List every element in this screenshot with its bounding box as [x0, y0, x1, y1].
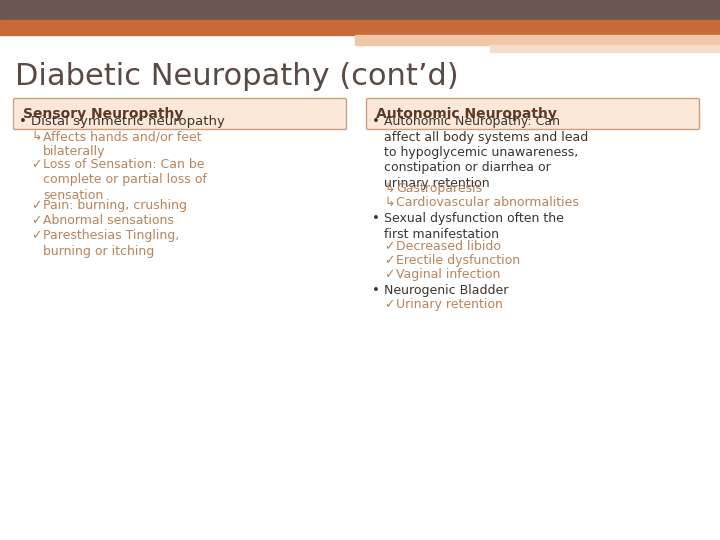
Text: ✓: ✓ — [384, 240, 395, 253]
Text: ✓: ✓ — [384, 254, 395, 267]
Text: ✓: ✓ — [31, 214, 42, 227]
Text: Diabetic Neuropathy (cont’d): Diabetic Neuropathy (cont’d) — [15, 62, 459, 91]
Text: Cardiovascular abnormalities: Cardiovascular abnormalities — [396, 196, 579, 209]
Text: ↳: ↳ — [384, 196, 395, 209]
Text: Paresthesias Tingling,
burning or itching: Paresthesias Tingling, burning or itchin… — [43, 229, 179, 258]
Text: Sensory Neuropathy: Sensory Neuropathy — [23, 107, 184, 121]
Text: ✓: ✓ — [31, 199, 42, 212]
Text: Affects hands and/or feet
bilaterally: Affects hands and/or feet bilaterally — [43, 130, 202, 159]
Text: Autonomic Neuropathy: Can
affect all body systems and lead
to hypoglycemic unawa: Autonomic Neuropathy: Can affect all bod… — [384, 115, 588, 190]
Text: Abnormal sensations: Abnormal sensations — [43, 214, 174, 227]
Text: Gastroparesis: Gastroparesis — [396, 182, 482, 195]
Text: Loss of Sensation: Can be
complete or partial loss of
sensation: Loss of Sensation: Can be complete or pa… — [43, 158, 207, 202]
Text: ✓: ✓ — [31, 158, 42, 171]
Text: Distal symmetric neuropathy: Distal symmetric neuropathy — [31, 115, 225, 128]
Text: •: • — [372, 115, 380, 128]
Text: Urinary retention: Urinary retention — [396, 298, 503, 311]
Text: •: • — [19, 115, 27, 128]
Text: Neurogenic Bladder: Neurogenic Bladder — [384, 284, 508, 297]
Text: •: • — [372, 284, 380, 297]
Text: Decreased libido: Decreased libido — [396, 240, 501, 253]
Bar — [355, 35, 720, 45]
Text: ✓: ✓ — [384, 268, 395, 281]
Text: ✓: ✓ — [384, 298, 395, 311]
Text: Sexual dysfunction often the
first manifestation: Sexual dysfunction often the first manif… — [384, 212, 564, 240]
FancyBboxPatch shape — [366, 98, 700, 130]
Bar — [490, 45, 720, 52]
Text: Autonomic Neuropathy: Autonomic Neuropathy — [376, 107, 557, 121]
Text: Pain: burning, crushing: Pain: burning, crushing — [43, 199, 187, 212]
Text: •: • — [372, 212, 380, 225]
Text: ↳: ↳ — [31, 130, 42, 143]
Bar — [0, 20, 720, 35]
Text: Erectile dysfunction: Erectile dysfunction — [396, 254, 520, 267]
Bar — [0, 0, 720, 20]
Text: ↳: ↳ — [384, 182, 395, 195]
Text: ✓: ✓ — [31, 229, 42, 242]
FancyBboxPatch shape — [14, 98, 346, 130]
Text: Vaginal infection: Vaginal infection — [396, 268, 500, 281]
